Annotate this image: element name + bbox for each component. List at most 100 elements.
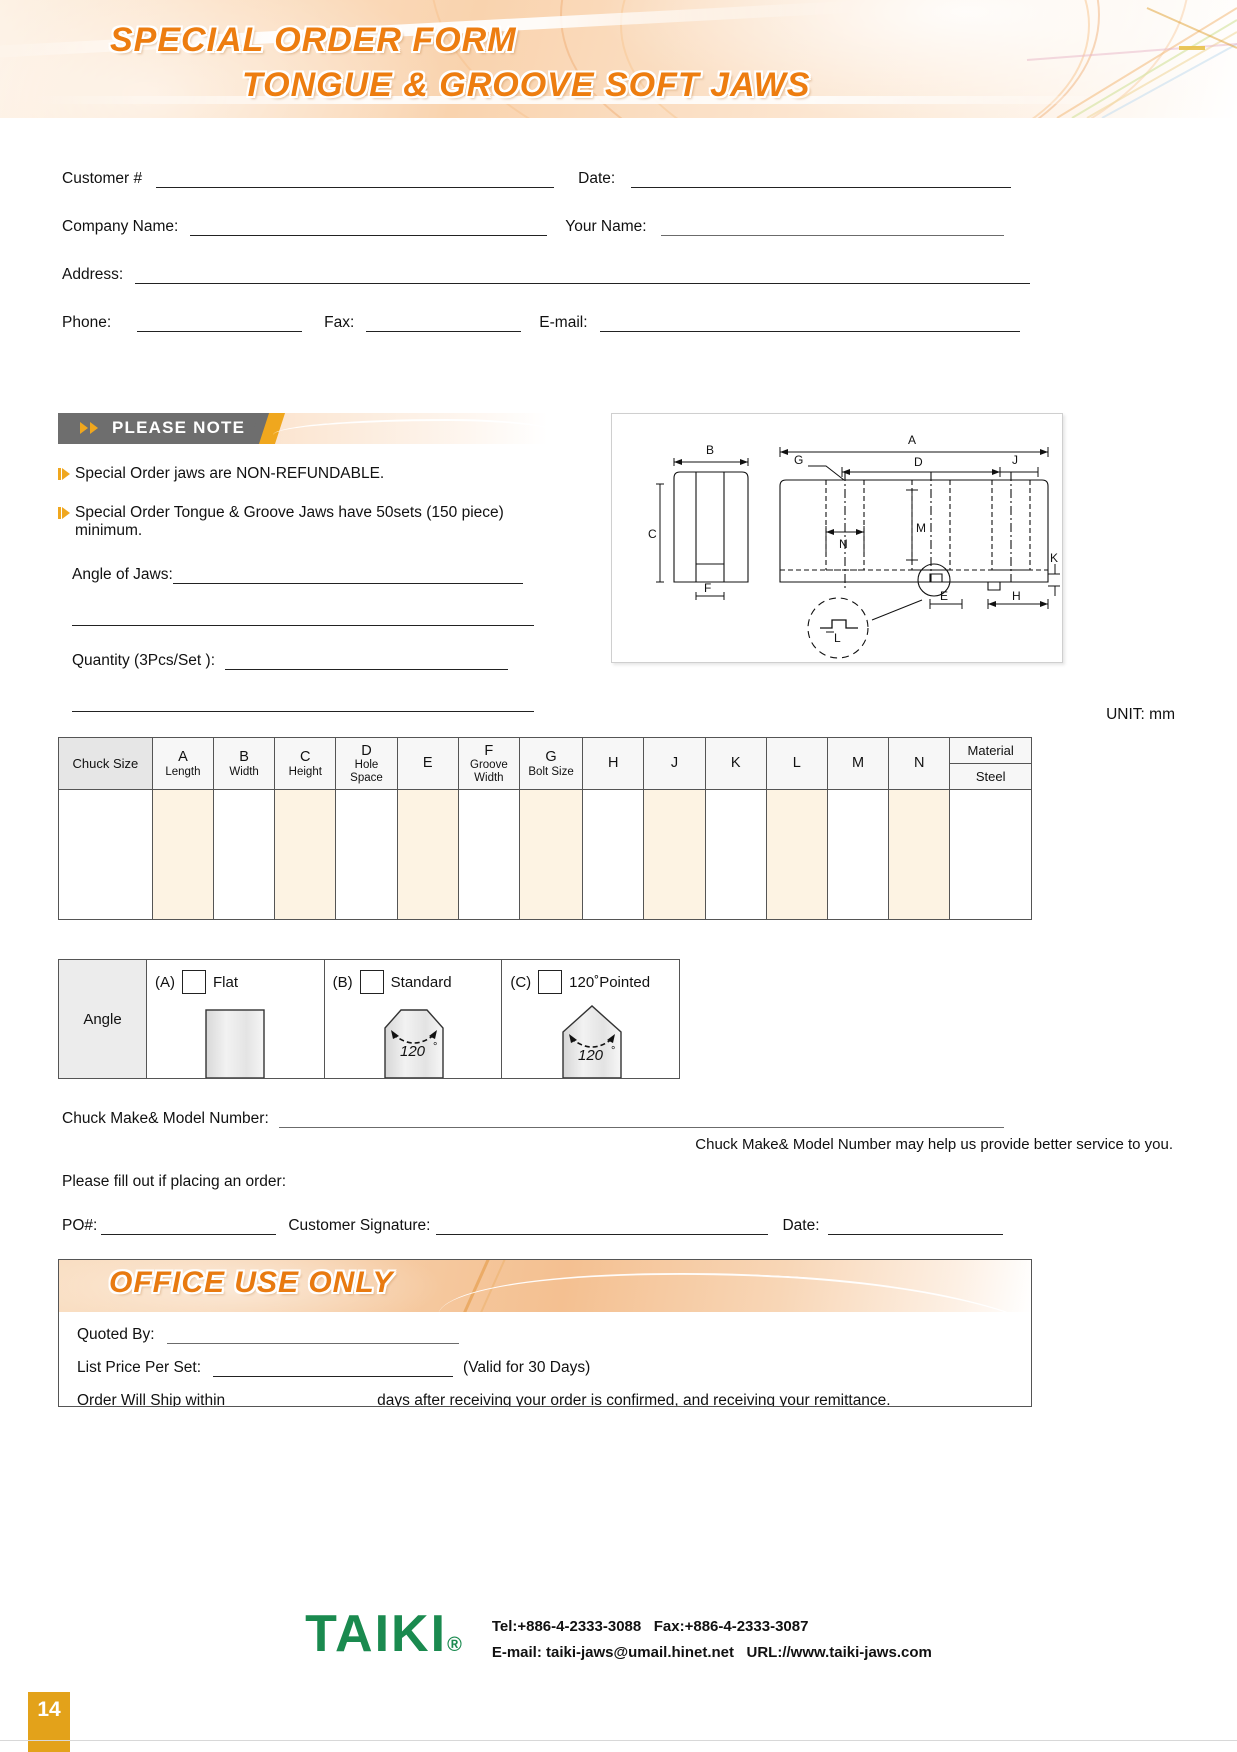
svg-text:A: A — [908, 433, 916, 447]
po-date-input[interactable] — [827, 1218, 1003, 1235]
svg-text:E: E — [940, 589, 948, 603]
url-text[interactable]: URL://www.taiki-jaws.com — [746, 1643, 932, 1661]
svg-text:B: B — [706, 443, 714, 457]
quantity-input-continued[interactable] — [72, 696, 534, 712]
technical-drawing-panel: C B F A D — [611, 413, 1063, 663]
contact-line-1: Tel:+886-4-2333-3088 Fax:+886-4-2333-308… — [492, 1614, 932, 1640]
cell-material[interactable] — [949, 789, 1032, 920]
standard-jaw-shape-icon: 120 ° — [325, 1002, 502, 1078]
header-streak-decoration — [30, 96, 1150, 104]
cell-a[interactable] — [151, 789, 215, 920]
row-list-price: List Price Per Set: (Valid for 30 Days) — [77, 1359, 1011, 1377]
your-name-label: Your Name: — [565, 218, 647, 235]
cell-h[interactable] — [582, 789, 645, 920]
valid-note: (Valid for 30 Days) — [463, 1359, 591, 1376]
cell-chuck-size[interactable] — [58, 789, 153, 920]
office-use-title: OFFICE USE ONLY — [109, 1266, 394, 1299]
your-name-input[interactable] — [660, 219, 1004, 236]
svg-text:M: M — [916, 521, 926, 535]
spec-header-f: F Groove Width — [457, 737, 520, 790]
taiki-logo: TAIKI® — [305, 1608, 464, 1660]
material-value: Steel — [950, 764, 1031, 789]
row-angle-of-jaws: Angle of Jaws: — [58, 566, 548, 584]
ship-prefix-label: Order Will Ship within — [77, 1392, 226, 1407]
cell-m[interactable] — [826, 789, 890, 920]
angle-of-jaws-input[interactable] — [172, 568, 523, 584]
office-use-only-section: OFFICE USE ONLY Quoted By: List Price Pe… — [58, 1259, 1032, 1407]
angle-option-standard[interactable]: (B) Standard 120 ° — [325, 960, 503, 1078]
phone-label: Phone: — [62, 314, 112, 331]
cell-n[interactable] — [888, 789, 951, 920]
office-use-banner: OFFICE USE ONLY — [59, 1260, 1031, 1312]
soft-jaw-dimension-drawing: C B F A D — [648, 433, 1060, 659]
date-input[interactable] — [631, 171, 1012, 188]
address-input[interactable] — [135, 267, 1031, 284]
cell-d[interactable] — [335, 789, 398, 920]
please-note-item-text: Special Order Tongue & Groove Jaws have … — [75, 504, 504, 539]
fax-input[interactable] — [366, 315, 522, 332]
row-chuck-make: Chuck Make& Model Number: — [62, 1110, 1175, 1128]
cell-f[interactable] — [457, 789, 520, 920]
ship-suffix-label: days after receiving your order is confi… — [377, 1392, 891, 1407]
angle-checkbox-standard[interactable] — [359, 970, 384, 994]
list-price-input[interactable] — [213, 1360, 454, 1377]
cell-l[interactable] — [765, 789, 828, 920]
row-phone-fax-email: Phone: Fax: E-mail: — [0, 314, 1237, 332]
cell-j[interactable] — [643, 789, 706, 920]
double-chevron-right-icon — [80, 422, 98, 434]
spec-header-m: M — [826, 737, 890, 790]
email-label: E-mail: — [539, 314, 588, 331]
please-note-section: PLEASE NOTE Special Order jaws are NON-R… — [58, 413, 548, 712]
spec-header-c: C Height — [274, 737, 337, 790]
flat-jaw-shape-icon — [147, 1002, 324, 1078]
customer-number-input[interactable] — [156, 171, 555, 188]
page-header-banner: SPECIAL ORDER FORM TONGUE & GROOVE SOFT … — [0, 0, 1237, 118]
svg-text:G: G — [794, 453, 803, 467]
angle-option-flat[interactable]: (A) Flat — [147, 960, 325, 1078]
specification-table: Chuck Size A Length B Width C Height D Hole … — [58, 737, 1032, 920]
angle-of-jaws-input-continued[interactable] — [72, 610, 534, 626]
order-details-section: Chuck Make& Model Number: Chuck Make& Mo… — [0, 1110, 1237, 1235]
date-label: Date: — [578, 170, 616, 187]
pointed-jaw-shape-icon: 120 ° — [502, 1002, 679, 1078]
cell-b[interactable] — [213, 789, 276, 920]
angle-checkbox-flat[interactable] — [182, 970, 206, 994]
signature-input[interactable] — [436, 1218, 769, 1235]
quantity-label: Quantity (3Pcs/Set ): — [72, 652, 215, 669]
email-text[interactable]: E-mail: taiki-jaws@umail.hinet.net — [491, 1643, 734, 1661]
angle-option-pointed[interactable]: (C) 120˚Pointed 120 ° — [502, 960, 679, 1078]
cell-c[interactable] — [274, 789, 337, 920]
po-input[interactable] — [101, 1218, 277, 1235]
company-name-input[interactable] — [190, 219, 548, 236]
cell-k[interactable] — [704, 789, 767, 920]
cell-e[interactable] — [396, 789, 459, 920]
quoted-by-label: Quoted By: — [77, 1326, 155, 1343]
phone-input[interactable] — [137, 315, 303, 332]
chuck-make-input[interactable] — [278, 1111, 1004, 1128]
svg-text:K: K — [1050, 551, 1058, 565]
spec-header-j: J — [643, 737, 706, 790]
pointed-angle-text: 120 — [578, 1047, 604, 1064]
please-note-item: Special Order Tongue & Groove Jaws have … — [58, 504, 548, 540]
contact-line-2: E-mail: taiki-jaws@umail.hinet.net URL:/… — [492, 1640, 932, 1666]
spec-header-e: E — [396, 737, 459, 790]
row-address: Address: — [0, 266, 1237, 284]
svg-text:°: ° — [611, 1045, 615, 1057]
please-note-heading: PLEASE NOTE — [112, 418, 246, 437]
fax-label: Fax: — [324, 314, 355, 331]
quoted-by-input[interactable] — [166, 1327, 459, 1344]
address-label: Address: — [62, 266, 124, 283]
brand-name: TAIKI — [305, 1605, 448, 1663]
ship-days-input[interactable] — [237, 1393, 367, 1406]
office-banner-curve — [437, 1260, 1031, 1312]
angle-option-label: Flat — [213, 973, 239, 991]
svg-text:J: J — [1012, 453, 1018, 467]
row-ship-within: Order Will Ship within days after receiv… — [77, 1392, 1011, 1407]
fax-text: Fax:+886-4-2333-3087 — [653, 1618, 809, 1635]
cell-g[interactable] — [518, 789, 584, 920]
email-input[interactable] — [599, 315, 1020, 332]
arrow-bullet-icon — [58, 468, 70, 480]
quantity-input[interactable] — [225, 654, 508, 670]
page-title: SPECIAL ORDER FORM TONGUE & GROOVE SOFT … — [0, 18, 1100, 108]
angle-checkbox-pointed[interactable] — [538, 970, 563, 994]
